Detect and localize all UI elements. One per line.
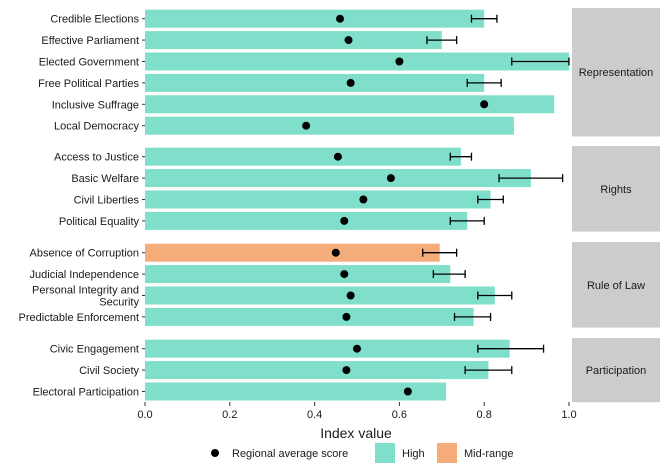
regional-average-point-predictable-enforcement <box>342 312 351 321</box>
facet-strip-rule-of-law <box>572 242 660 328</box>
regional-average-point-effective-parliament <box>344 36 353 45</box>
facet-panel-participation: Participation Civic Engagement Civil Socie… <box>33 338 660 403</box>
legend: Regional average score High Mid-range <box>211 443 514 463</box>
legend-mid-range-swatch <box>437 443 457 463</box>
x-axis-title: Index value <box>320 425 392 441</box>
bar-personal-integrity-and-security <box>145 286 495 305</box>
bar-civil-society <box>145 361 489 380</box>
category-label-basic-welfare: Basic Welfare <box>71 173 139 185</box>
bar-credible-elections <box>145 9 485 28</box>
category-label-elected-government: Elected Government <box>39 57 139 69</box>
category-label-effective-parliament: Effective Parliament <box>41 35 139 47</box>
facet-label-participation: Participation <box>586 365 647 377</box>
regional-average-point-civil-liberties <box>359 195 368 204</box>
facet-label-rule-of-law: Rule of Law <box>587 280 645 292</box>
legend-high-label: High <box>402 448 425 460</box>
regional-average-point-elected-government <box>395 57 404 66</box>
facet-label-representation: Representation <box>579 67 654 79</box>
bar-absence-of-corruption <box>145 243 440 262</box>
regional-average-point-free-political-parties <box>346 78 355 87</box>
regional-average-point-access-to-justice <box>333 152 342 161</box>
regional-average-point-political-equality <box>340 216 349 225</box>
bar-civil-liberties <box>145 190 491 209</box>
bar-local-democracy <box>145 116 514 135</box>
bar-civic-engagement <box>145 339 510 358</box>
bar-political-equality <box>145 211 468 230</box>
facet-panel-representation: Representation Credible Elections Effectiv… <box>38 8 660 137</box>
legend-mid-range-label: Mid-range <box>464 448 514 460</box>
legend-high-swatch <box>375 443 395 463</box>
category-label-electoral-participation: Electoral Participation <box>33 387 139 399</box>
regional-average-point-local-democracy <box>302 121 311 130</box>
bar-judicial-independence <box>145 265 451 284</box>
facet-label-rights: Rights <box>600 184 632 196</box>
regional-average-point-absence-of-corruption <box>331 248 340 257</box>
category-label-credible-elections: Credible Elections <box>50 14 139 26</box>
legend-point-label: Regional average score <box>232 448 348 460</box>
legend-point-symbol <box>211 449 219 457</box>
x-tick-label-3: 0.6 <box>392 409 407 421</box>
facet-panel-rights: Rights Access to Justice Basic Welfare Civi… <box>54 146 660 232</box>
chart-panels: Representation Credible Elections Effectiv… <box>19 8 660 403</box>
x-tick-label-2: 0.4 <box>307 409 322 421</box>
x-tick-label-0: 0.0 <box>137 409 152 421</box>
regional-average-point-civic-engagement <box>353 344 361 353</box>
regional-average-point-basic-welfare <box>386 174 395 183</box>
bar-predictable-enforcement <box>145 307 474 326</box>
regional-average-point-civil-society <box>342 366 351 375</box>
x-axis: 0.0 0.2 0.4 0.6 0.8 1.0 <box>137 402 577 421</box>
facet-strip-representation <box>572 8 660 137</box>
bar-effective-parliament <box>145 31 442 50</box>
regional-average-point-judicial-independence <box>340 270 349 279</box>
category-label-civil-liberties: Civil Liberties <box>74 195 140 207</box>
regional-average-point-credible-elections <box>336 14 345 23</box>
x-tick-label-4: 0.8 <box>477 409 492 421</box>
x-tick-label-5: 1.0 <box>561 409 576 421</box>
bar-inclusive-suffrage <box>145 95 555 114</box>
category-label-free-political-parties: Free Political Parties <box>38 78 139 90</box>
category-label-local-democracy: Local Democracy <box>54 121 139 133</box>
category-label-judicial-independence: Judicial Independence <box>30 269 139 281</box>
regional-average-point-personal-integrity-and-security <box>346 291 355 300</box>
x-tick-label-1: 0.2 <box>222 409 237 421</box>
regional-average-point-inclusive-suffrage <box>480 100 489 109</box>
facet-strip-rights <box>572 146 660 232</box>
category-label-predictable-enforcement: Predictable Enforcement <box>19 312 139 324</box>
category-label-civil-society: Civil Society <box>79 365 139 377</box>
category-label-absence-of-corruption: Absence of Corruption <box>30 248 139 260</box>
bar-electoral-participation <box>145 382 447 401</box>
bar-basic-welfare <box>145 169 531 188</box>
category-label-political-equality: Political Equality <box>59 216 140 228</box>
category-label-civic-engagement: Civic Engagement <box>50 344 139 356</box>
facet-panel-rule-of-law: Rule of Law Absence of Corruption Judicial… <box>19 242 660 328</box>
bar-access-to-justice <box>145 147 461 166</box>
category-label-personal-integrity-and-security: Personal Integrity and Security <box>32 285 140 309</box>
bar-free-political-parties <box>145 73 485 92</box>
regional-average-point-electoral-participation <box>403 387 412 396</box>
bar-elected-government <box>145 52 569 71</box>
facet-strip-participation <box>572 338 660 403</box>
category-label-access-to-justice: Access to Justice <box>54 152 139 164</box>
category-label-inclusive-suffrage: Inclusive Suffrage <box>52 99 139 111</box>
